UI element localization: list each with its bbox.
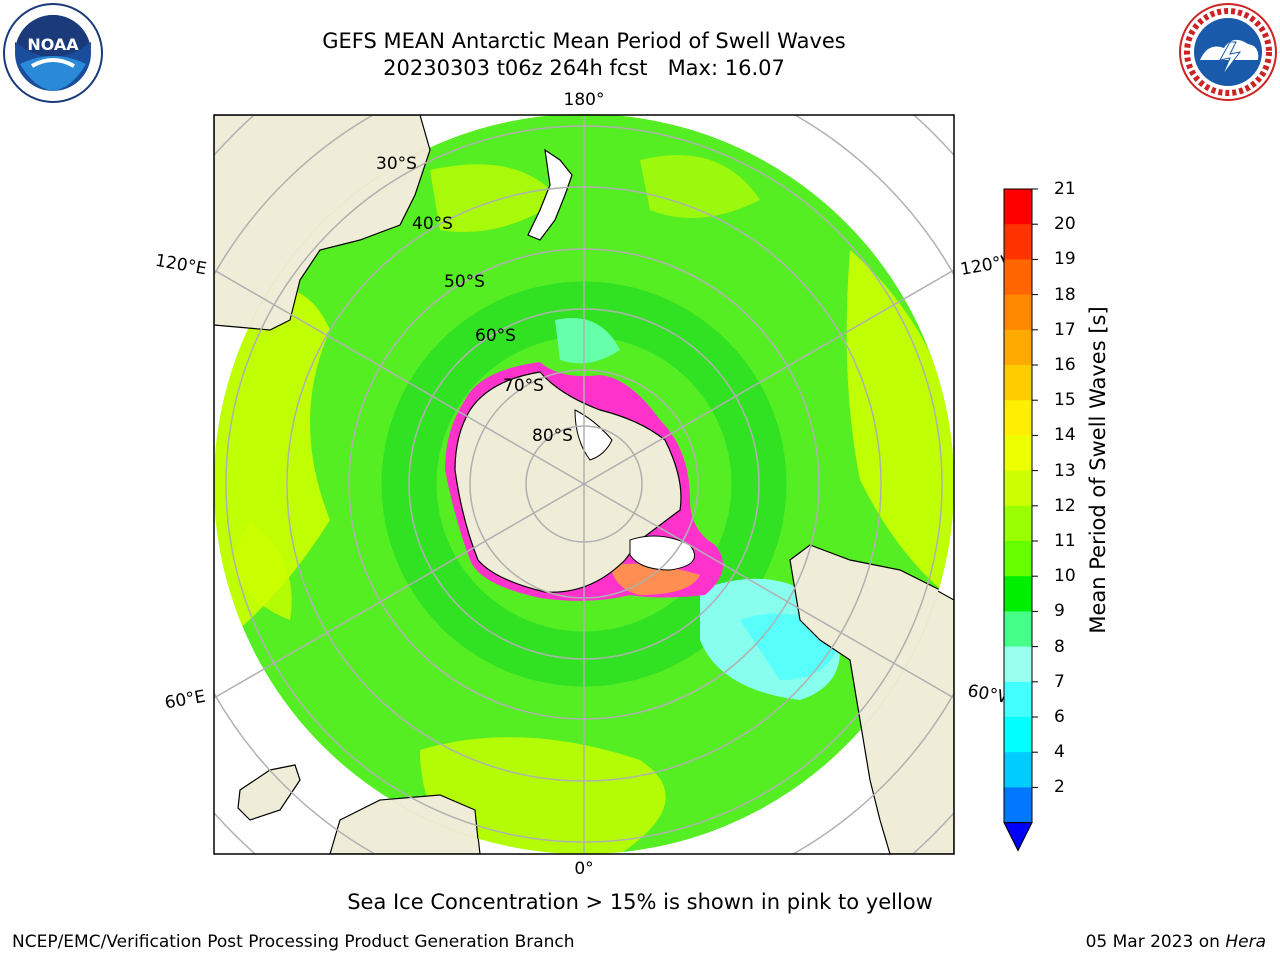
colorbar-tick-label: 17 (1054, 319, 1076, 340)
colorbar-tick-label: 19 (1054, 249, 1076, 270)
colorbar-segment (1004, 224, 1032, 260)
map-frame (213, 114, 955, 855)
colorbar-segment (1004, 646, 1032, 683)
lat-label-70s: 70°S (503, 376, 544, 396)
colorbar-segment (1004, 717, 1032, 753)
colorbar-tick-label: 14 (1054, 425, 1076, 446)
colorbar-extend-arrow (1003, 822, 1033, 852)
lat-label-40s: 40°S (412, 214, 453, 234)
colorbar-segment (1004, 611, 1032, 648)
lon-label-left-upper: 120°E (154, 251, 208, 280)
colorbar-tick-label: 18 (1054, 284, 1076, 305)
map-title: GEFS MEAN Antarctic Mean Period of Swell… (322, 29, 846, 53)
colorbar-segment (1004, 470, 1032, 507)
colorbar-segment (1004, 752, 1032, 788)
graticule (214, 115, 954, 854)
colorbar-segment (1004, 365, 1032, 401)
new-zealand (527, 148, 573, 241)
colorbar-segment (1004, 541, 1032, 577)
colorbar-segment (1004, 294, 1032, 331)
colorbar-segment (1004, 259, 1032, 296)
colorbar-tick-label: 15 (1054, 390, 1076, 411)
footer-branch: NCEP/EMC/Verification Post Processing Pr… (12, 932, 575, 952)
colorbar-tick-label: 7 (1054, 671, 1065, 692)
colorbar-tick-label: 12 (1054, 495, 1076, 516)
colorbar-segment (1004, 435, 1032, 472)
lat-label-50s: 50°S (444, 272, 485, 292)
lat-label-80s: 80°S (532, 426, 573, 446)
noaa-logo-text: NOAA (27, 35, 79, 54)
footer-host: Hera (1225, 932, 1266, 952)
map-subtitle: 20230303 t06z 264h fcst Max: 16.07 (383, 56, 785, 80)
lat-label-30s: 30°S (376, 154, 417, 174)
colorbar-segment (1004, 681, 1032, 718)
colorbar-label: Mean Period of Swell Waves [s] (1086, 306, 1110, 634)
lon-label-bottom: 0° (574, 859, 593, 879)
colorbar-tick-label: 9 (1054, 601, 1065, 622)
footer-date: 05 Mar 2023 on Hera (1086, 932, 1266, 952)
colorbar-tick-label: 8 (1054, 636, 1065, 657)
colorbar-tick-label: 4 (1054, 742, 1065, 763)
colorbar-segment (1004, 505, 1032, 542)
colorbar-segment (1004, 329, 1032, 366)
colorbar-tick-label: 20 (1054, 214, 1076, 235)
colorbar-tick-label: 21 (1054, 179, 1076, 199)
colorbar-tick-label: 2 (1054, 777, 1065, 798)
footer-date-text: 05 Mar 2023 on (1085, 932, 1226, 952)
nws-logo (1179, 3, 1277, 101)
colorbar-tick-label: 13 (1054, 460, 1076, 481)
colorbar-tick-label: 11 (1054, 531, 1076, 551)
colorbar-segment (1004, 400, 1032, 436)
colorbar-segment (1004, 189, 1032, 225)
lon-label-left-lower: 60°E (163, 687, 207, 714)
colorbar-segment (1004, 787, 1032, 824)
sea-ice-caption: Sea Ice Concentration > 15% is shown in … (347, 890, 933, 914)
colorbar-tick-label: 16 (1054, 355, 1076, 375)
lat-label-60s: 60°S (475, 326, 516, 346)
colorbar-tick-label: 6 (1054, 707, 1065, 727)
noaa-logo: NOAA (3, 3, 103, 103)
colorbar (1003, 188, 1038, 852)
lon-label-top: 180° (564, 90, 605, 110)
colorbar-segment (1004, 576, 1032, 612)
colorbar-tick-label: 10 (1054, 566, 1076, 587)
